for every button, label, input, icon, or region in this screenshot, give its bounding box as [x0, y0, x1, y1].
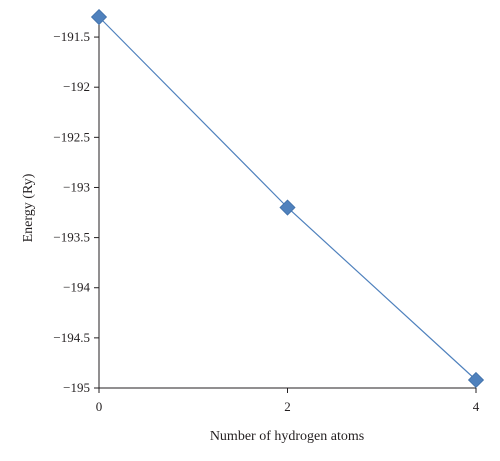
x-tick-label: 0 — [96, 399, 103, 414]
series-layer — [90, 8, 485, 389]
x-axis-group: 0 2 4 Number of hydrogen atoms — [96, 387, 480, 444]
data-point-marker — [90, 8, 108, 26]
y-tick-label: −193.5 — [53, 230, 90, 245]
y-axis-title: Energy (Ry) — [21, 173, 36, 242]
y-tick-label: −194.5 — [53, 330, 90, 345]
x-tick-label: 2 — [284, 399, 291, 414]
y-tick-label: −195 — [63, 380, 90, 395]
series-line — [98, 16, 477, 381]
y-tick-label: −193 — [63, 179, 90, 194]
data-point-marker — [279, 199, 296, 216]
x-axis-title: Number of hydrogen atoms — [210, 429, 364, 444]
y-tick-label: −192 — [63, 79, 90, 94]
y-tick-label: −191.5 — [53, 29, 90, 44]
x-tick-label: 4 — [473, 399, 480, 414]
y-tick-group: −191.5 −192 −192.5 −193 −193.5 −194 −194.5 −195 — [53, 29, 99, 395]
y-tick-label: −192.5 — [53, 129, 90, 144]
y-axis-group: −191.5 −192 −192.5 −193 −193.5 −194 −194.5 −195… — [21, 12, 100, 395]
data-point-marker — [467, 371, 485, 389]
x-tick-group: 0 2 4 — [96, 388, 480, 414]
y-tick-label: −194 — [63, 280, 90, 295]
